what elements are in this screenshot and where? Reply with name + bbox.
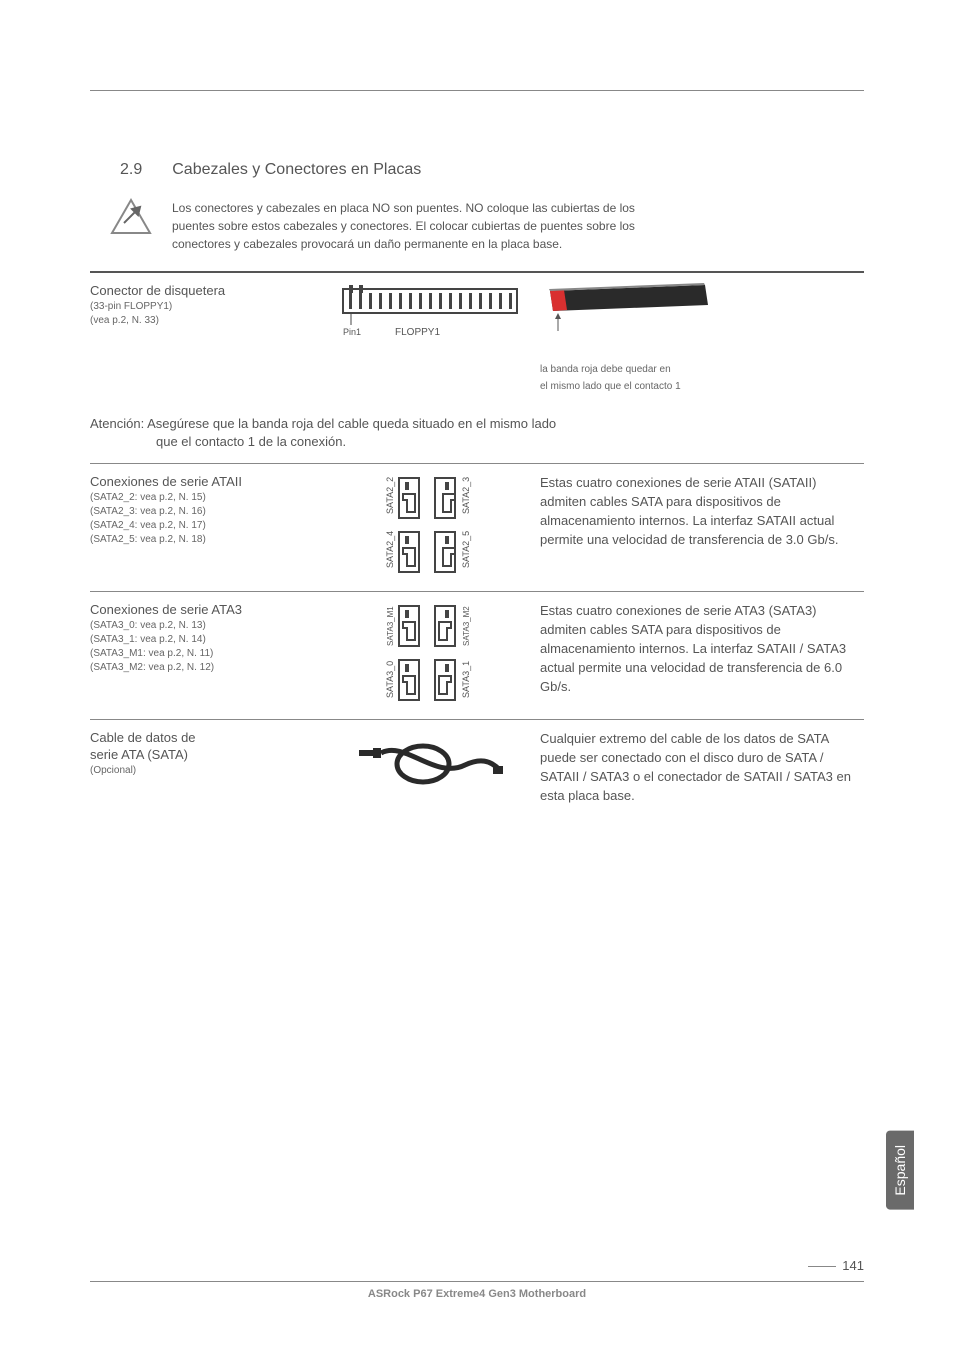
section-header: 2.9 Cabezales y Conectores en Placas — [120, 161, 864, 179]
section-number: 2.9 — [120, 161, 142, 179]
attention-line1: Asegúrese que la banda roja del cable qu… — [147, 416, 556, 431]
svg-text:SATA2_5: SATA2_5 — [461, 531, 471, 568]
sata2-ref: (SATA2_4: vea p.2, N. 17) — [90, 519, 320, 533]
svg-text:SATA3_M1: SATA3_M1 — [386, 606, 395, 646]
floppy-label: FLOPPY1 — [395, 327, 440, 338]
footer: 141 ASRock P67 Extreme4 Gen3 Motherboard — [90, 1258, 864, 1300]
floppy-block: Conector de disquetera (33-pin FLOPPY1) … — [90, 273, 864, 405]
warning-block: Los conectores y cabezales en placa NO s… — [110, 197, 864, 253]
warning-icon — [110, 197, 152, 239]
svg-text:SATA2_4: SATA2_4 — [385, 531, 395, 568]
sata3-desc: Estas cuatro conexiones de serie ATA3 (S… — [540, 602, 864, 707]
sata3-ref: (SATA3_1: vea p.2, N. 14) — [90, 633, 320, 647]
satacable-title2: serie ATA (SATA) — [90, 747, 320, 762]
attention-line2: que el contacto 1 de la conexión. — [156, 433, 864, 451]
sata2-title: Conexiones de serie ATAII — [90, 474, 320, 489]
sata-cable-diagram — [355, 730, 505, 790]
sata3-ref: (SATA3_M1: vea p.2, N. 11) — [90, 647, 320, 661]
page-number: 141 — [808, 1258, 864, 1273]
floppy-sub2: (vea p.2, N. 33) — [90, 314, 320, 328]
attention-label: Atención: — [90, 416, 144, 431]
floppy-cable-diagram — [540, 283, 710, 353]
sata2-connector-diagram: SATA2_2 SATA2_3 SATA2_4 SATA2_5 — [375, 474, 485, 579]
floppy-sub1: (33-pin FLOPPY1) — [90, 300, 320, 314]
sata3-title: Conexiones de serie ATA3 — [90, 602, 320, 617]
sata3-block: Conexiones de serie ATA3 (SATA3_0: vea p… — [90, 592, 864, 719]
svg-text:SATA2_2: SATA2_2 — [385, 477, 395, 514]
satacable-title1: Cable de datos de — [90, 730, 320, 745]
top-rule — [90, 90, 864, 91]
sata2-ref: (SATA2_2: vea p.2, N. 15) — [90, 491, 320, 505]
attention-block: Atención: Asegúrese que la banda roja de… — [90, 415, 864, 451]
svg-text:SATA3_0: SATA3_0 — [385, 661, 395, 698]
sata2-ref: (SATA2_5: vea p.2, N. 18) — [90, 533, 320, 547]
cable-caption-2: el mismo lado que el contacto 1 — [540, 380, 864, 393]
footer-product: ASRock P67 Extreme4 Gen3 Motherboard — [90, 1288, 864, 1300]
sata3-ref: (SATA3_M2: vea p.2, N. 12) — [90, 661, 320, 675]
sata2-ref: (SATA2_3: vea p.2, N. 16) — [90, 505, 320, 519]
satacable-block: Cable de datos de serie ATA (SATA) (Opci… — [90, 720, 864, 817]
warning-text: Los conectores y cabezales en placa NO s… — [172, 197, 652, 253]
sata2-block: Conexiones de serie ATAII (SATA2_2: vea … — [90, 464, 864, 591]
section-title: Cabezales y Conectores en Placas — [172, 161, 421, 179]
cable-caption-1: la banda roja debe quedar en — [540, 363, 864, 376]
svg-text:SATA2_3: SATA2_3 — [461, 477, 471, 514]
svg-text:SATA3_1: SATA3_1 — [461, 661, 471, 698]
svg-text:SATA3_M2: SATA3_M2 — [462, 606, 471, 646]
sata3-ref: (SATA3_0: vea p.2, N. 13) — [90, 619, 320, 633]
floppy-connector-diagram: Pin1 FLOPPY1 — [335, 283, 525, 338]
floppy-title: Conector de disquetera — [90, 283, 320, 298]
sata3-connector-diagram: SATA3_M1 SATA3_M2 SATA3_0 SATA3_1 — [375, 602, 485, 707]
pin1-label: Pin1 — [343, 327, 361, 337]
satacable-desc: Cualquier extremo del cable de los datos… — [540, 730, 864, 805]
language-tab: Español — [886, 1131, 914, 1210]
sata2-desc: Estas cuatro conexiones de serie ATAII (… — [540, 474, 864, 579]
satacable-sub: (Opcional) — [90, 764, 320, 778]
